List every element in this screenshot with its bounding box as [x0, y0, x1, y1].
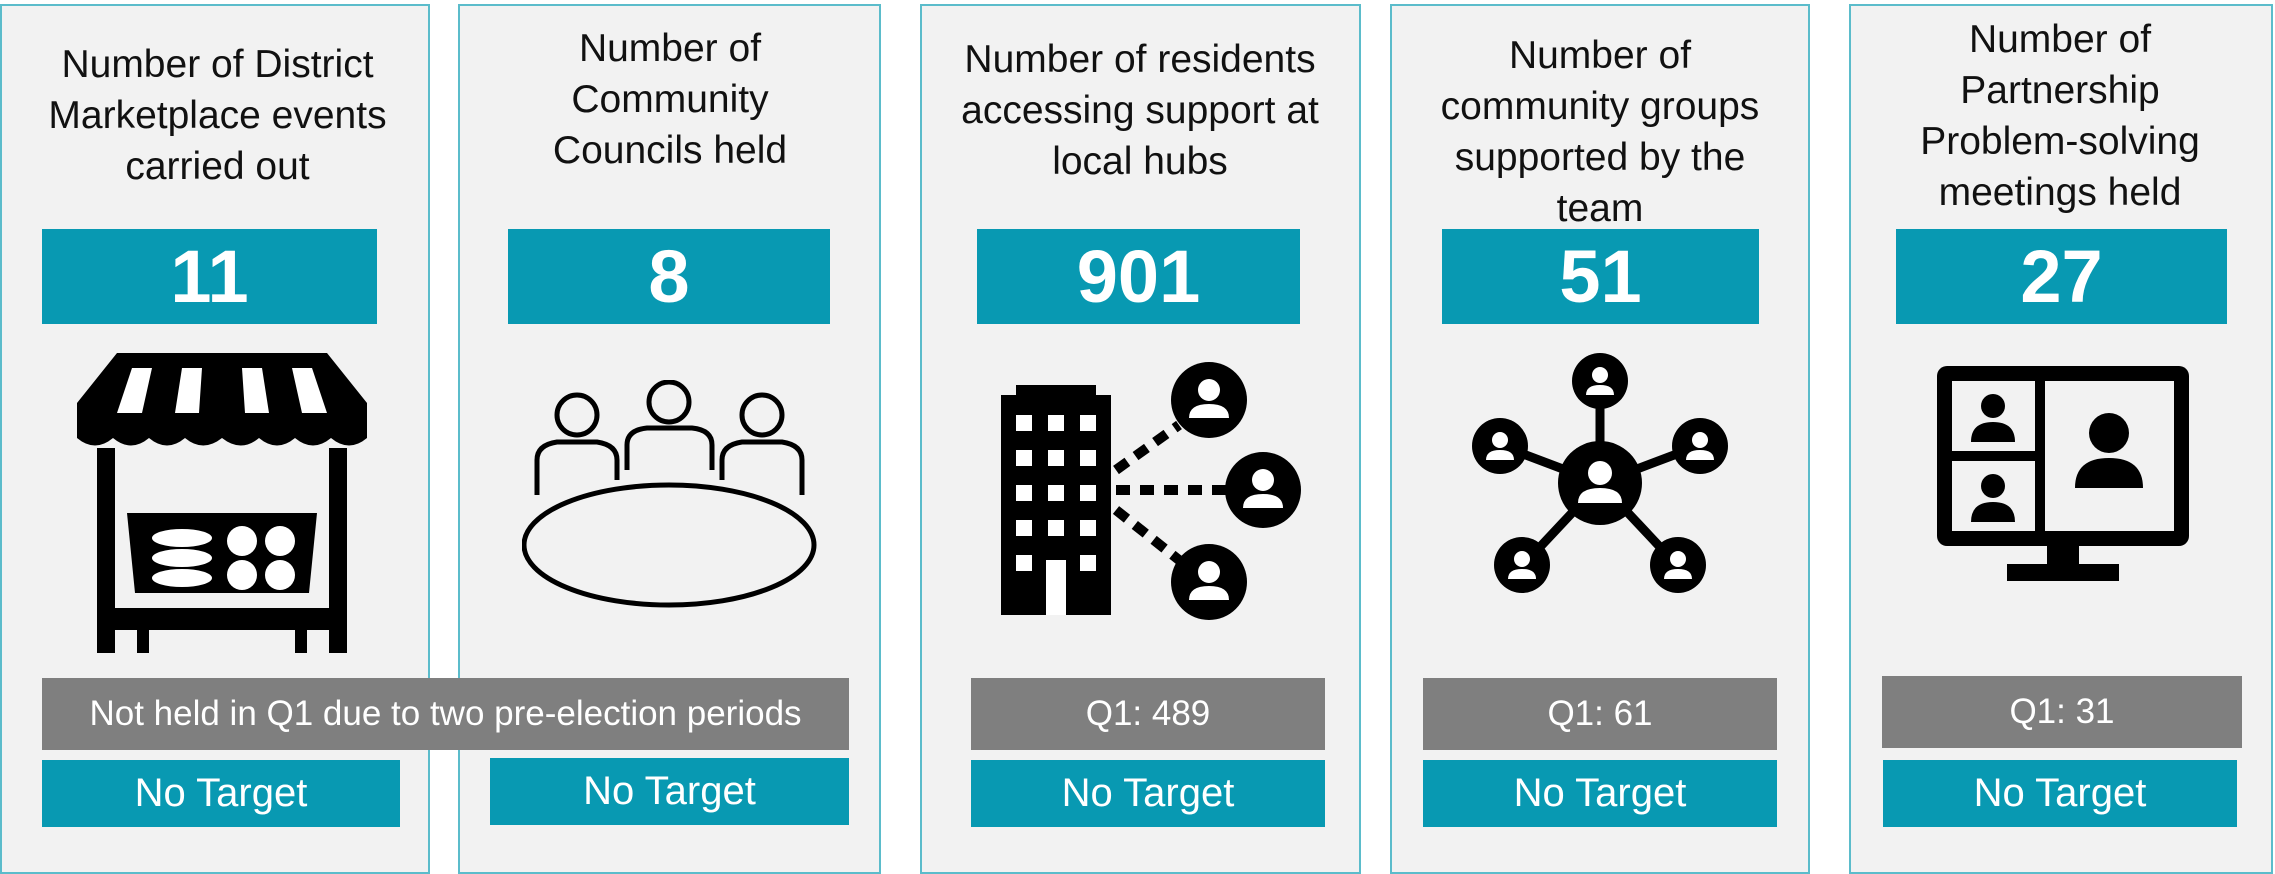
card-value: 51 [1442, 229, 1759, 324]
card-value: 27 [1896, 229, 2227, 324]
q1-note: Q1: 31 [1882, 676, 2242, 748]
hub-icon [1001, 362, 1301, 620]
q1-note: Not held in Q1 due to two pre-election p… [42, 678, 849, 750]
card-title: Number of District Marketplace events ca… [48, 43, 387, 188]
video-meeting-icon [1937, 366, 2189, 581]
card-title: Number of Partnership Problem-solving me… [1920, 18, 2200, 214]
card-title: Number of Community Councils held [552, 27, 788, 172]
target-label: No Target [490, 758, 849, 825]
target-label: No Target [1883, 760, 2237, 827]
card-value: 901 [977, 229, 1300, 324]
card-value: 8 [508, 229, 830, 324]
target-label: No Target [971, 760, 1325, 827]
network-icon [1472, 353, 1728, 593]
target-label: No Target [42, 760, 400, 827]
target-label: No Target [1423, 760, 1777, 827]
card-title: Number of residents accessing support at… [961, 38, 1319, 183]
card-value: 11 [42, 229, 377, 324]
market-stall-icon [77, 353, 367, 653]
council-table-icon [522, 380, 817, 608]
q1-note: Q1: 489 [971, 678, 1325, 750]
q1-note: Q1: 61 [1423, 678, 1777, 750]
card-title: Number of community groups supported by … [1440, 34, 1760, 230]
